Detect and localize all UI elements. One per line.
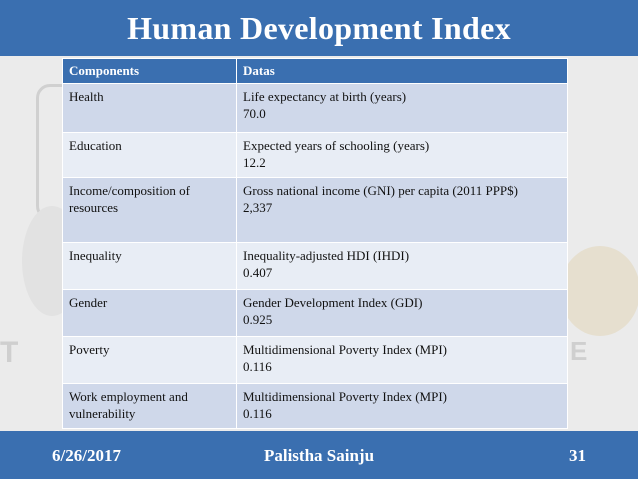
header-datas: Datas [236, 58, 568, 84]
footer-author: Palistha Sainju [263, 446, 375, 465]
value-text: 2,337 [243, 200, 273, 215]
page-number: 31 [569, 446, 586, 465]
data-cell: Life expectancy at birth (years) 70.0 [236, 83, 568, 133]
component-cell: Gender [62, 289, 237, 337]
title-bar: Human Development Index [0, 0, 638, 56]
footer-bar [0, 431, 638, 479]
value-text: 0.925 [243, 312, 273, 327]
slide-title: Human Development Index [127, 9, 511, 46]
indicator-text: Life expectancy at birth (years) [243, 89, 407, 104]
component-cell: Education [62, 132, 237, 178]
hdi-table: Components Datas Health Life expectancy … [62, 58, 568, 429]
data-cell: Gender Development Index (GDI) 0.925 [236, 289, 568, 337]
table-row: Poverty Multidimensional Poverty Index (… [62, 336, 568, 384]
data-cell: Multidimensional Poverty Index (MPI) 0.1… [236, 383, 568, 429]
background-decoration: T [0, 336, 19, 369]
component-cell: Income/composition of resources [62, 177, 237, 243]
indicator-text: Gender Development Index (GDI) [243, 295, 423, 310]
header-components: Components [62, 58, 237, 84]
value-text: 12.2 [243, 155, 266, 170]
footer: 6/26/2017 Palistha Sainju 31 [0, 438, 638, 474]
indicator-text: Inequality-adjusted HDI (IHDI) [243, 248, 410, 263]
data-cell: Inequality-adjusted HDI (IHDI) 0.407 [236, 242, 568, 290]
component-cell: Inequality [62, 242, 237, 290]
background-decoration [560, 246, 638, 336]
table-row: Education Expected years of schooling (y… [62, 132, 568, 178]
component-cell: Work employment and vulnerability [62, 383, 237, 429]
table-header-row: Components Datas [62, 58, 568, 84]
data-cell: Gross national income (GNI) per capita (… [236, 177, 568, 243]
indicator-text: Multidimensional Poverty Index (MPI) [243, 342, 448, 357]
value-text: 0.116 [243, 406, 272, 421]
table-row: Inequality Inequality-adjusted HDI (IHDI… [62, 242, 568, 290]
footer-date: 6/26/2017 [52, 446, 121, 465]
table-row: Work employment and vulnerability Multid… [62, 383, 568, 429]
indicator-text: Gross national income (GNI) per capita (… [243, 183, 518, 198]
table-row: Health Life expectancy at birth (years) … [62, 83, 568, 133]
value-text: 0.407 [243, 265, 273, 280]
component-cell: Poverty [62, 336, 237, 384]
indicator-text: Expected years of schooling (years) [243, 138, 430, 153]
value-text: 0.116 [243, 359, 272, 374]
data-cell: Expected years of schooling (years) 12.2 [236, 132, 568, 178]
component-cell: Health [62, 83, 237, 133]
data-cell: Multidimensional Poverty Index (MPI) 0.1… [236, 336, 568, 384]
indicator-text: Multidimensional Poverty Index (MPI) [243, 389, 448, 404]
table-row: Income/composition of resources Gross na… [62, 177, 568, 243]
table-row: Gender Gender Development Index (GDI) 0.… [62, 289, 568, 337]
value-text: 70.0 [243, 106, 266, 121]
background-decoration: E [570, 336, 588, 366]
